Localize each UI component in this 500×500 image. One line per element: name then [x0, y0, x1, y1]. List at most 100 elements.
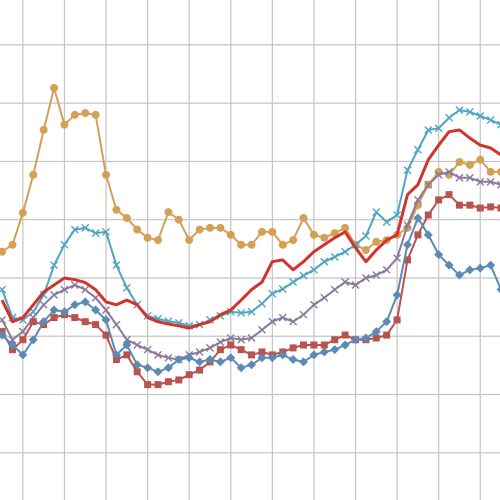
- marker: [227, 341, 235, 349]
- marker: [91, 229, 100, 238]
- marker: [184, 353, 194, 363]
- marker: [486, 177, 495, 186]
- marker: [310, 341, 318, 349]
- marker: [445, 191, 453, 199]
- marker: [309, 230, 318, 239]
- marker: [465, 173, 474, 182]
- marker: [29, 170, 38, 179]
- marker: [476, 111, 485, 120]
- marker: [434, 170, 443, 179]
- marker: [320, 293, 329, 302]
- marker: [402, 240, 412, 250]
- marker: [81, 109, 90, 118]
- marker: [497, 168, 500, 176]
- marker: [0, 315, 7, 324]
- marker: [299, 310, 308, 319]
- marker: [102, 306, 111, 315]
- marker: [476, 204, 484, 212]
- marker: [423, 230, 433, 240]
- marker: [372, 271, 381, 280]
- marker: [434, 250, 444, 260]
- marker: [341, 223, 350, 232]
- marker: [455, 106, 464, 115]
- marker: [70, 110, 79, 119]
- marker: [92, 321, 100, 329]
- marker: [435, 196, 443, 204]
- marker: [7, 340, 17, 350]
- marker: [50, 290, 59, 299]
- marker: [50, 314, 58, 322]
- marker: [309, 300, 318, 309]
- marker: [195, 357, 205, 367]
- marker: [102, 227, 111, 236]
- marker: [81, 318, 89, 326]
- marker: [144, 381, 152, 389]
- marker: [164, 208, 173, 217]
- marker: [226, 334, 235, 342]
- marker: [102, 331, 110, 339]
- marker: [289, 236, 298, 245]
- marker: [476, 177, 485, 186]
- marker: [39, 300, 48, 309]
- marker: [91, 110, 100, 119]
- marker: [18, 208, 27, 217]
- marker: [393, 254, 402, 263]
- marker: [466, 201, 474, 209]
- marker: [278, 285, 287, 294]
- marker: [143, 363, 153, 373]
- marker: [278, 240, 287, 249]
- marker: [300, 341, 308, 349]
- marker: [237, 346, 245, 354]
- marker: [112, 356, 120, 364]
- marker: [465, 160, 474, 169]
- marker: [247, 307, 256, 316]
- marker: [476, 155, 485, 164]
- marker: [372, 208, 381, 217]
- marker: [236, 363, 246, 373]
- marker: [80, 297, 90, 307]
- marker: [278, 313, 287, 322]
- marker: [247, 334, 256, 342]
- marker: [320, 257, 329, 266]
- marker: [361, 232, 370, 241]
- marker: [154, 381, 162, 389]
- marker: [497, 204, 500, 212]
- marker: [143, 345, 152, 354]
- marker: [216, 223, 225, 232]
- marker: [71, 314, 79, 322]
- marker: [60, 285, 69, 294]
- marker: [278, 350, 288, 360]
- marker: [18, 350, 28, 360]
- marker: [153, 367, 163, 377]
- marker: [299, 213, 308, 222]
- marker: [205, 223, 214, 232]
- marker: [341, 278, 350, 287]
- marker: [8, 240, 17, 249]
- marker: [341, 331, 349, 339]
- marker: [19, 336, 27, 344]
- marker: [382, 218, 391, 227]
- marker: [393, 316, 401, 324]
- marker: [247, 240, 256, 249]
- marker: [383, 331, 391, 339]
- marker: [309, 350, 319, 360]
- marker: [195, 347, 204, 356]
- marker: [215, 357, 225, 367]
- marker: [195, 225, 204, 234]
- marker: [154, 350, 162, 359]
- marker: [487, 203, 495, 211]
- marker: [319, 347, 329, 357]
- marker: [196, 366, 204, 374]
- marker: [91, 293, 100, 302]
- marker: [392, 290, 402, 300]
- marker: [496, 286, 500, 294]
- marker: [497, 180, 500, 189]
- marker: [455, 201, 463, 209]
- marker: [164, 378, 172, 386]
- marker: [205, 355, 215, 365]
- marker: [455, 173, 464, 182]
- marker: [486, 260, 496, 270]
- marker: [309, 265, 318, 274]
- marker: [340, 340, 350, 350]
